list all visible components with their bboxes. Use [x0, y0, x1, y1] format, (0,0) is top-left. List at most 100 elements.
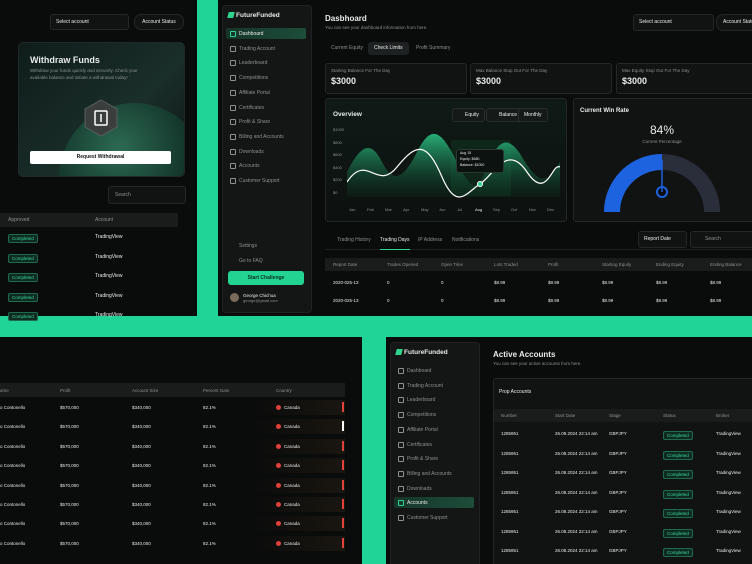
cell: 26.08.2024 22:14 am [555, 450, 598, 456]
cell: o Contonello [0, 521, 26, 527]
nav-icon [230, 89, 236, 96]
search[interactable]: Search [108, 186, 186, 204]
cell: Canada [284, 540, 300, 546]
nav-item[interactable]: Go to FAQ [239, 258, 263, 264]
nav-item[interactable]: Accounts [239, 163, 260, 170]
brand: FutureFunded [404, 349, 448, 356]
nav-item[interactable]: Customer Support [407, 515, 448, 521]
nav-item[interactable]: Leaderboard [239, 60, 268, 67]
tab[interactable]: Current Equity [331, 45, 363, 51]
table-tab[interactable]: Trading Days [380, 237, 410, 250]
table-tab[interactable]: Trading History [337, 237, 371, 243]
cell: $570,000 [60, 463, 79, 469]
nav-icon [398, 412, 404, 419]
nav-icon [230, 75, 236, 82]
row-glow [250, 458, 345, 474]
nav-item[interactable]: Billing and Accounts [407, 470, 452, 477]
report-date[interactable]: Report Date [638, 231, 687, 248]
month-label: Jul [457, 207, 463, 212]
cell: 0 [387, 280, 390, 285]
column-header: Ending Balance [710, 262, 742, 267]
cell: o Contonello [0, 463, 26, 469]
nav-icon [398, 382, 404, 389]
nav-item[interactable]: Downloads [239, 148, 264, 155]
cell: GBPJPY [609, 450, 627, 456]
flag [276, 482, 281, 488]
cell: TradingView [95, 273, 123, 279]
nav-item[interactable]: Customer Support [239, 178, 280, 184]
nav-item[interactable]: Downloads [407, 485, 432, 492]
withdraw-icon [84, 99, 118, 137]
cell: $8.99 [494, 298, 506, 303]
cell: $340,000 [132, 424, 151, 430]
flag [276, 424, 281, 430]
page-title: Dasbhoard [325, 14, 367, 23]
page-subtitle: You can see your active accounts from he… [493, 361, 582, 366]
cell: $8.99 [710, 298, 722, 303]
cell: 82.1% [203, 443, 216, 449]
nav-icon [398, 485, 404, 492]
table-tab[interactable]: Notifications [452, 237, 480, 243]
cell: $570,000 [60, 540, 79, 546]
nav-item[interactable]: Profit & Share [239, 119, 271, 126]
tab[interactable]: Profit Summary [416, 45, 451, 51]
row-marker [342, 518, 344, 529]
month-label: Feb [367, 207, 374, 212]
toggle[interactable]: Equity [452, 108, 485, 122]
stat-value: $3000 [476, 76, 502, 86]
table-header [0, 213, 178, 227]
nav-icon [398, 515, 404, 521]
nav-item[interactable]: Competitions [407, 412, 437, 419]
nav-item[interactable]: Accounts [407, 500, 428, 507]
nav-item[interactable]: Leaderboard [407, 397, 436, 404]
tab[interactable]: Check Limits [368, 42, 409, 55]
cell: $340,000 [132, 443, 151, 449]
nav-icon [230, 45, 236, 52]
row-glow [250, 438, 345, 454]
nav-item[interactable]: Trading Account [407, 382, 443, 389]
cell: $8.99 [602, 280, 614, 285]
account-status[interactable]: Account Status [716, 14, 752, 31]
row-glow [250, 535, 345, 551]
tabs-divider [325, 249, 752, 250]
nav-item[interactable]: Affiliate Portal [407, 426, 438, 433]
nav-item[interactable]: Dashboard [407, 368, 432, 374]
search[interactable]: Search [690, 231, 752, 248]
nav-item[interactable]: Affiliate Portal [239, 89, 270, 96]
toggle[interactable]: Monthly [518, 108, 548, 122]
row-glow [250, 497, 345, 512]
cell: GBPJPY [609, 509, 627, 514]
nav-item[interactable]: Dashboard [239, 31, 264, 37]
account-select[interactable]: Select account [50, 14, 129, 30]
nav-item[interactable]: Certificates [407, 441, 433, 448]
start-challenge[interactable]: Start Challenge [228, 271, 304, 285]
cell: 1285951 [501, 431, 519, 436]
avatar [230, 293, 239, 302]
cell: 1285951 [501, 470, 519, 475]
month-label: Nov [529, 207, 537, 212]
y-label: $800 [333, 139, 342, 145]
nav-item[interactable]: Certificates [239, 104, 265, 111]
nav-item[interactable]: Billing and Accounts [239, 133, 284, 140]
cell: TradingView [716, 470, 741, 475]
cell: 2020-025-13 [333, 298, 359, 303]
column-header: Percent Gain [203, 388, 230, 393]
account-select[interactable]: Select account [633, 14, 714, 31]
nav-item[interactable]: Trading Account [239, 45, 275, 52]
table-tab[interactable]: IP Address [418, 237, 443, 243]
month-label: Jan [349, 207, 356, 212]
cell: $340,000 [132, 502, 151, 507]
cell: 26.08.2024 22:14 am [555, 509, 598, 514]
account-status[interactable]: Account Status [134, 14, 184, 30]
cell: $340,000 [132, 463, 151, 469]
column-header: Country [276, 388, 292, 393]
withdraw-text: available balance and initiate a withdra… [30, 75, 128, 80]
nav-item[interactable]: Competitions [239, 75, 269, 82]
withdraw-button[interactable]: Request Withdrawal [30, 151, 171, 164]
nav-item[interactable]: Settings [239, 243, 258, 249]
cell: TradingView [716, 431, 741, 436]
cell: 1285951 [501, 450, 519, 456]
nav-item[interactable]: Profit & Share [407, 456, 439, 463]
month-label: Aug [475, 207, 483, 212]
tooltip-text: Balance: $1000 [460, 163, 485, 167]
